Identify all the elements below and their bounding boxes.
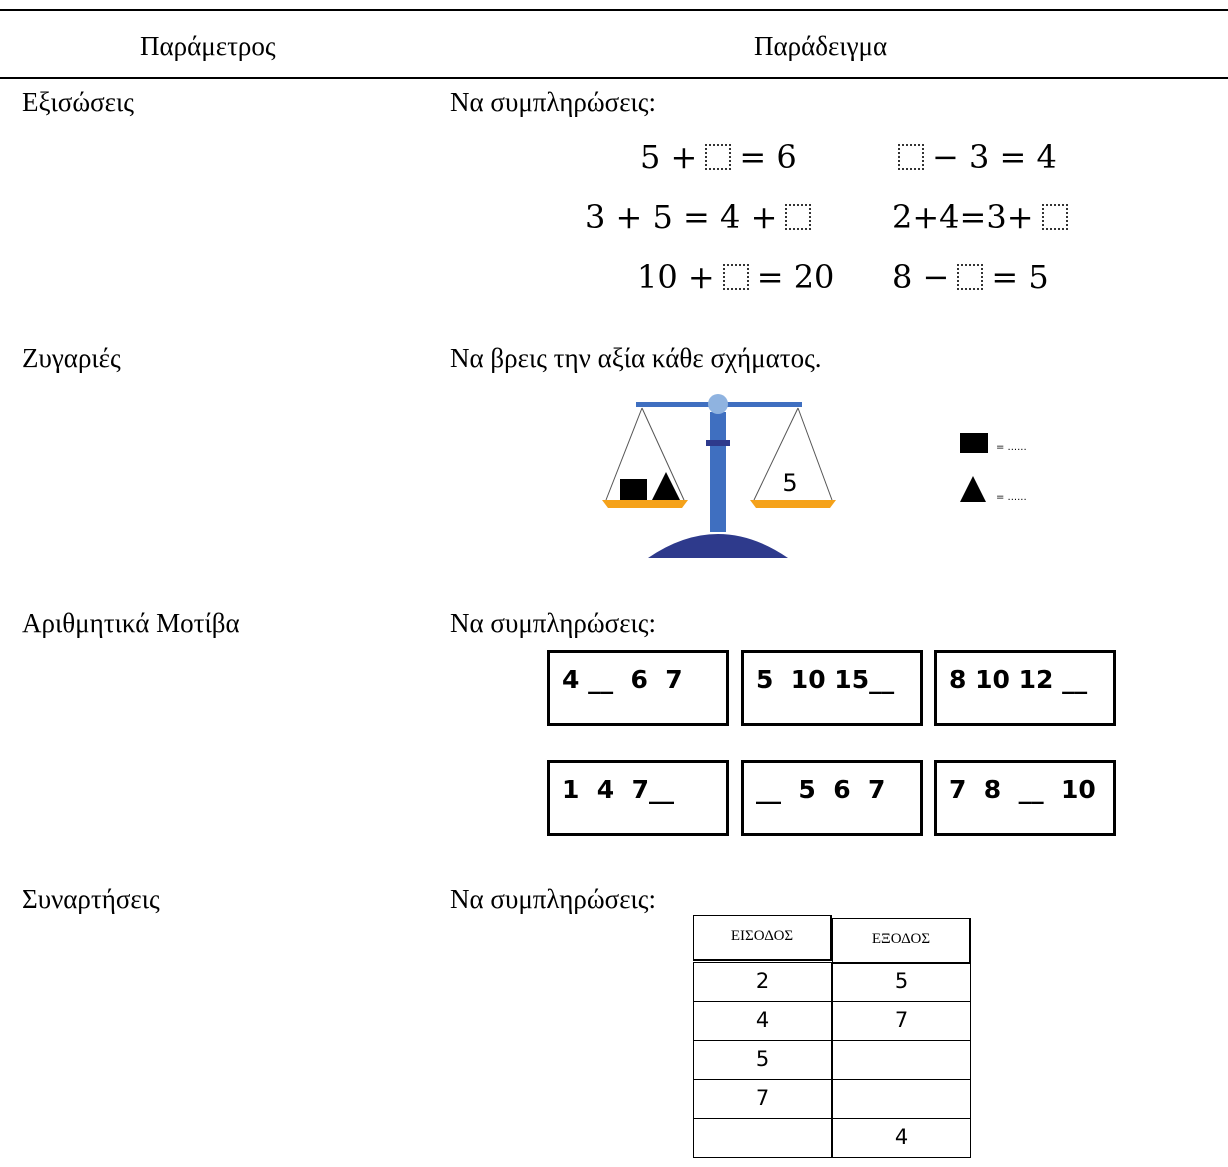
equation: 10 + = 20 xyxy=(637,259,834,295)
pattern-text: 4 __ 6 7 xyxy=(562,665,683,694)
left-pan xyxy=(602,500,688,508)
square-shape xyxy=(620,479,647,500)
table-cell: 4 xyxy=(832,1118,971,1158)
blank-box xyxy=(898,144,924,170)
equation-right: = 20 xyxy=(756,258,835,296)
table-cell xyxy=(693,1118,832,1158)
scale-joint xyxy=(706,440,730,446)
table-cell: 2 xyxy=(693,962,832,1002)
table-cell: 7 xyxy=(832,1001,971,1041)
equation: − 3 = 4 xyxy=(890,139,1057,175)
equation-right: = 5 xyxy=(991,258,1049,296)
instruction: Να βρεις την αξία κάθε σχήματος. xyxy=(450,343,822,373)
table-header: ΕΞΟΔΟΣ xyxy=(832,918,971,964)
legend-text: = ...... xyxy=(996,492,1027,503)
instruction: Να συμπληρώσεις: xyxy=(450,884,656,914)
table-cell: 7 xyxy=(693,1079,832,1119)
strings xyxy=(605,407,833,501)
table-header: ΕΙΣΟΔΟΣ xyxy=(693,915,832,961)
right-pan xyxy=(750,500,836,508)
blank-box xyxy=(785,204,812,230)
scale-pivot xyxy=(708,394,728,414)
equation-right: − 3 = 4 xyxy=(932,138,1057,176)
equation: 3 + 5 = 4 + xyxy=(585,199,819,235)
pattern-box: 5 10 15__ xyxy=(741,650,923,726)
equation: 5 + = 6 xyxy=(640,139,797,175)
equation-left: 3 + 5 = 4 + xyxy=(585,198,778,236)
pattern-text: 1 4 7__ xyxy=(562,775,674,804)
table-cell: 5 xyxy=(693,1040,832,1080)
legend-triangle xyxy=(960,476,986,502)
scale-base xyxy=(648,534,788,558)
pattern-box: 7 8 __ 10 xyxy=(934,760,1116,836)
table-cell: 4 xyxy=(693,1001,832,1041)
header-rule xyxy=(0,77,1228,79)
equation-left: 2+4=3+ xyxy=(892,198,1034,236)
pan-weight: 5 xyxy=(782,469,797,497)
blank-box xyxy=(1041,204,1068,230)
triangle-shape xyxy=(652,472,680,500)
equation-right: = 6 xyxy=(739,138,797,176)
pattern-text: 7 8 __ 10 xyxy=(949,775,1096,804)
blank-box xyxy=(722,264,749,290)
equation-left: 8 − xyxy=(892,258,950,296)
equation: 8 − = 5 xyxy=(892,259,1049,295)
table-cell: 5 xyxy=(832,962,971,1002)
header-cell: Παράδειγμα xyxy=(754,31,888,61)
instruction: Να συμπληρώσεις: xyxy=(450,608,656,638)
legend-square xyxy=(960,433,988,453)
table-cell xyxy=(832,1079,971,1119)
parameter: Συναρτήσεις xyxy=(22,884,160,914)
header-cell: Παράμετρος xyxy=(140,31,276,61)
pattern-box: 4 __ 6 7 xyxy=(547,650,729,726)
pattern-box: 8 10 12 __ xyxy=(934,650,1116,726)
blank-box xyxy=(957,264,984,290)
top-rule xyxy=(0,9,1228,11)
pattern-box: __ 5 6 7 xyxy=(741,760,923,836)
pattern-box: 1 4 7__ xyxy=(547,760,729,836)
pattern-text: __ 5 6 7 xyxy=(756,775,886,804)
pattern-text: 8 10 12 __ xyxy=(949,665,1088,694)
equation-left: 10 + xyxy=(637,258,715,296)
blank-box xyxy=(705,144,732,170)
equation-left: 5 + xyxy=(640,138,698,176)
scale-column xyxy=(710,412,726,532)
table-cell xyxy=(832,1040,971,1080)
pattern-text: 5 10 15__ xyxy=(756,665,895,694)
parameter: Αριθμητικά Μοτίβα xyxy=(22,608,240,638)
parameter: Ζυγαριές xyxy=(22,343,121,373)
parameter: Εξισώσεις xyxy=(22,87,134,117)
legend-text: = ...... xyxy=(996,442,1027,453)
equation: 2+4=3+ xyxy=(892,199,1076,235)
instruction: Να συμπληρώσεις: xyxy=(450,87,656,117)
